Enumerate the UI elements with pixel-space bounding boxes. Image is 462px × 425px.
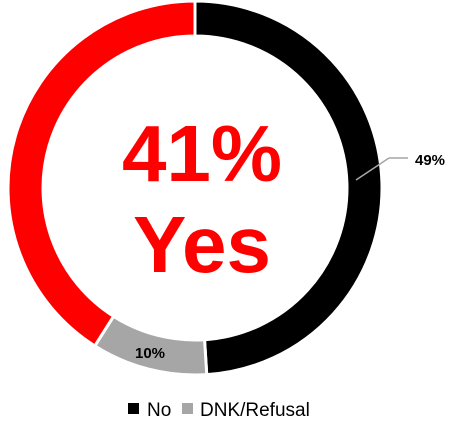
donut-slice-yes bbox=[6, 0, 197, 348]
donut-slices bbox=[6, 0, 384, 377]
legend-label-dnk: DNK/Refusal bbox=[200, 400, 310, 421]
donut-slice-no bbox=[193, 0, 384, 377]
data-label-dnk: 10% bbox=[135, 345, 165, 362]
legend: No DNK/Refusal bbox=[128, 400, 310, 421]
legend-label-no: No bbox=[147, 400, 171, 421]
center-label: Yes bbox=[133, 200, 271, 289]
legend-swatch-no bbox=[128, 403, 139, 414]
center-percentage: 41% bbox=[122, 109, 282, 198]
leader-line-no bbox=[355, 157, 390, 181]
legend-swatch-dnk bbox=[182, 403, 193, 414]
data-label-no: 49% bbox=[415, 152, 445, 169]
